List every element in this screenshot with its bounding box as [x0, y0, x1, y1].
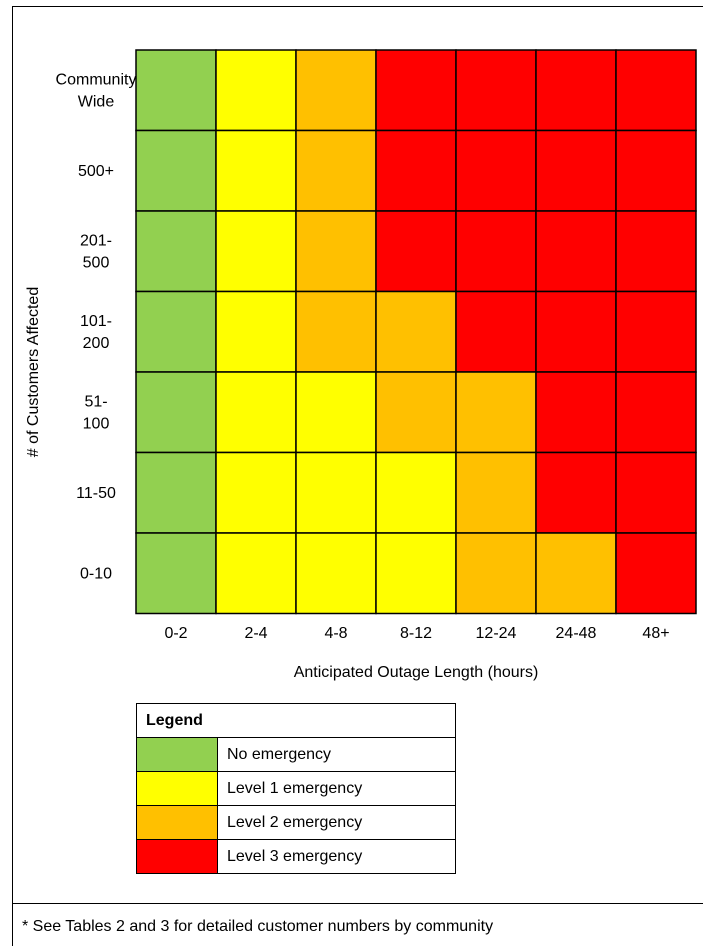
heatmap-cell	[375, 371, 457, 454]
y-tick-label: 500+	[78, 163, 114, 180]
footnote: * See Tables 2 and 3 for detailed custom…	[22, 918, 494, 935]
heatmap-cell	[375, 451, 457, 534]
heatmap-cell	[135, 210, 217, 293]
heatmap-cell	[455, 371, 537, 454]
heatmap-cell	[615, 451, 697, 534]
heatmap-cell	[455, 210, 537, 293]
page-frame	[12, 6, 703, 946]
heatmap-cell	[535, 371, 617, 454]
heatmap-cell	[455, 532, 537, 615]
x-axis-title: Anticipated Outage Length (hours)	[294, 664, 539, 681]
x-tick-label: 0-2	[164, 625, 187, 642]
legend-item: Level 1 emergency	[136, 771, 456, 806]
heatmap-cell	[535, 451, 617, 534]
x-tick-label: 4-8	[324, 625, 347, 642]
heatmap-cell	[375, 290, 457, 373]
heatmap-cell	[615, 371, 697, 454]
heatmap-cell	[615, 210, 697, 293]
x-tick-label: 8-12	[400, 625, 432, 642]
heatmap-cell	[535, 532, 617, 615]
heatmap-cell	[455, 129, 537, 212]
heatmap-cell	[615, 290, 697, 373]
heatmap-cell	[535, 49, 617, 132]
y-tick-label: 201-500	[80, 232, 112, 271]
legend-label: Level 3 emergency	[217, 839, 456, 874]
legend-label: Level 1 emergency	[217, 771, 456, 806]
legend-label: No emergency	[217, 737, 456, 772]
heatmap-cell	[135, 532, 217, 615]
legend-item: Level 3 emergency	[136, 839, 456, 874]
heatmap-cell	[375, 532, 457, 615]
heatmap-cell	[455, 49, 537, 132]
heatmap-cell	[455, 290, 537, 373]
legend-swatch-level-3	[136, 839, 218, 874]
heatmap-cell	[215, 451, 297, 534]
heatmap-cell	[295, 532, 377, 615]
heatmap-cell	[535, 129, 617, 212]
heatmap-cell	[455, 451, 537, 534]
legend-swatch-level-1	[136, 771, 218, 806]
heatmap-cell	[215, 290, 297, 373]
x-tick-label: 24-48	[556, 625, 597, 642]
heatmap-cell	[615, 532, 697, 615]
x-tick-label: 48+	[642, 625, 669, 642]
y-tick-label: 0-10	[80, 565, 112, 582]
heatmap-cell	[535, 290, 617, 373]
heatmap-cell	[375, 49, 457, 132]
heatmap-cell	[295, 129, 377, 212]
heatmap-cell	[295, 49, 377, 132]
y-tick-label: Community Wide	[56, 71, 137, 110]
heatmap-cell	[135, 371, 217, 454]
legend-item: No emergency	[136, 737, 456, 772]
legend-swatch-level-2	[136, 805, 218, 840]
legend-label: Level 2 emergency	[217, 805, 456, 840]
heatmap-cell	[215, 532, 297, 615]
heatmap-cell	[215, 49, 297, 132]
heatmap-cell	[295, 290, 377, 373]
heatmap-cell	[135, 129, 217, 212]
heatmap-cell	[295, 451, 377, 534]
y-tick-label: 51-100	[83, 393, 110, 432]
legend-title: Legend	[136, 703, 456, 738]
heatmap-cell	[295, 371, 377, 454]
footer-divider	[12, 903, 703, 904]
legend-table: Legend No emergency Level 1 emergency Le…	[136, 703, 456, 874]
heatmap-cell	[135, 290, 217, 373]
legend-item: Level 2 emergency	[136, 805, 456, 840]
heatmap-cell	[375, 129, 457, 212]
y-axis-title: # of Customers Affected	[25, 287, 42, 457]
heatmap-cell	[135, 451, 217, 534]
x-tick-label: 2-4	[244, 625, 267, 642]
heatmap-cell	[615, 49, 697, 132]
legend-swatch-no-emergency	[136, 737, 218, 772]
heatmap-cell	[615, 129, 697, 212]
heatmap-cell	[535, 210, 617, 293]
heatmap-cell	[375, 210, 457, 293]
y-tick-label: 101-200	[80, 313, 112, 352]
outage-heatmap-chart: Community Wide 500+ 201-500 101-200 51-100 11-…	[25, 49, 697, 681]
x-tick-label: 12-24	[476, 625, 517, 642]
heatmap-cell	[215, 129, 297, 212]
heatmap-cell	[215, 371, 297, 454]
heatmap-cell	[215, 210, 297, 293]
heatmap-cell	[135, 49, 217, 132]
heatmap-cell	[295, 210, 377, 293]
y-tick-label: 11-50	[76, 485, 116, 502]
